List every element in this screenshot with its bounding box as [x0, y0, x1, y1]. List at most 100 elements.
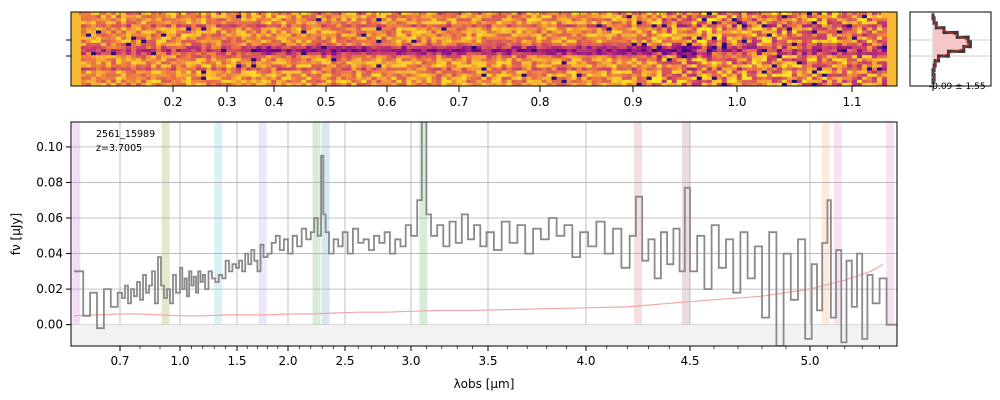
heatmap-cell	[446, 52, 452, 56]
heatmap-cell	[251, 39, 257, 44]
heatmap-cell	[111, 18, 117, 22]
heatmap-cell	[621, 73, 628, 78]
heatmap-cell	[681, 49, 688, 53]
heatmap-cell	[281, 58, 287, 62]
heatmap-cell	[801, 64, 808, 68]
heatmap-cell	[556, 45, 562, 50]
heatmap-cell	[236, 82, 242, 87]
heatmap-cell	[431, 52, 437, 56]
heatmap-cell	[856, 27, 863, 31]
heatmap-cell	[766, 45, 773, 50]
heatmap-cell	[586, 55, 593, 59]
heatmap-cell	[391, 42, 397, 47]
heatmap-cell	[361, 73, 367, 78]
heatmap-cell	[181, 64, 187, 68]
heatmap-cell	[786, 21, 793, 25]
heatmap-cell	[776, 39, 783, 44]
heatmap-cell	[491, 49, 497, 53]
heatmap-cell	[761, 49, 768, 53]
heatmap-cell	[821, 49, 828, 53]
heatmap-cell	[251, 67, 257, 71]
heatmap-cell	[176, 21, 182, 25]
heatmap-cell	[156, 12, 162, 16]
heatmap-cell	[491, 76, 497, 81]
heatmap-cell	[536, 70, 542, 75]
heatmap-cell	[351, 49, 357, 53]
heatmap-cell	[826, 42, 833, 47]
heatmap-cell	[756, 21, 763, 25]
heatmap-cell	[556, 70, 562, 75]
heatmap-cell	[891, 36, 898, 41]
heatmap-cell	[851, 76, 858, 81]
heatmap-cell	[656, 82, 663, 87]
heatmap-cell	[566, 64, 573, 68]
heatmap-cell	[376, 61, 382, 65]
heatmap-cell	[506, 18, 512, 22]
heatmap-cell	[656, 18, 663, 22]
heatmap-cell	[296, 64, 302, 68]
heatmap-cell	[221, 15, 227, 19]
heatmap-cell	[186, 52, 192, 56]
heatmap-cell	[241, 24, 247, 28]
heatmap-cell	[366, 82, 372, 87]
heatmap-cell	[106, 21, 112, 25]
heatmap-cell	[546, 61, 552, 65]
heatmap-cell	[746, 15, 753, 19]
heatmap-cell	[341, 52, 347, 56]
heatmap-cell	[341, 21, 347, 25]
heatmap-cell	[491, 15, 497, 19]
heatmap-cell	[671, 39, 678, 44]
heatmap-cell	[216, 15, 222, 19]
heatmap-cell	[291, 12, 297, 16]
heatmap-cell	[446, 70, 452, 75]
heatmap-cell	[361, 61, 367, 65]
heatmap-cell	[781, 21, 788, 25]
heatmap-cell	[166, 18, 172, 22]
heatmap-cell	[256, 58, 262, 62]
heatmap-cell	[531, 64, 537, 68]
heatmap-cell	[171, 42, 177, 47]
heatmap-cell	[431, 76, 437, 81]
heatmap-cell	[846, 58, 853, 62]
heatmap-cell	[266, 49, 272, 53]
heatmap-cell	[116, 42, 122, 47]
heatmap-cell	[86, 27, 92, 31]
heatmap-cell	[831, 52, 838, 56]
heatmap-cell	[81, 79, 87, 84]
heatmap-cell	[476, 42, 482, 47]
heatmap-cell	[576, 70, 583, 75]
heatmap-cell	[731, 24, 738, 28]
heatmap-cell	[646, 76, 653, 81]
heatmap-cell	[196, 39, 202, 44]
heatmap-cell	[776, 79, 783, 84]
heatmap-cell	[471, 27, 477, 31]
heatmap-cell	[331, 76, 337, 81]
emission-line-band	[681, 122, 690, 346]
heatmap-cell	[581, 58, 588, 62]
heatmap-cell	[881, 70, 888, 75]
heatmap-cell	[116, 76, 122, 81]
heatmap-cell	[581, 61, 588, 65]
heatmap-cell	[491, 70, 497, 75]
heatmap-cell	[346, 36, 352, 41]
heatmap-cell	[241, 39, 247, 44]
heatmap-cell	[846, 21, 853, 25]
heatmap-cell	[221, 45, 227, 50]
heatmap-cell	[101, 24, 107, 28]
heatmap-cell	[481, 30, 487, 34]
heatmap-cell	[676, 79, 683, 84]
heatmap-cell	[606, 52, 613, 56]
heatmap-cell	[591, 21, 598, 25]
heatmap-cell	[421, 18, 427, 22]
heatmap-cell	[151, 18, 157, 22]
heatmap-cell	[101, 58, 107, 62]
heatmap-cell	[746, 61, 753, 65]
heatmap-cell	[696, 15, 703, 19]
heatmap-cell	[226, 79, 232, 84]
heatmap-cell	[441, 45, 447, 50]
heatmap-cell	[311, 30, 317, 34]
heatmap-cell	[391, 64, 397, 68]
heatmap-cell	[371, 73, 377, 78]
heatmap-cell	[81, 58, 87, 62]
heatmap-cell	[611, 36, 618, 41]
